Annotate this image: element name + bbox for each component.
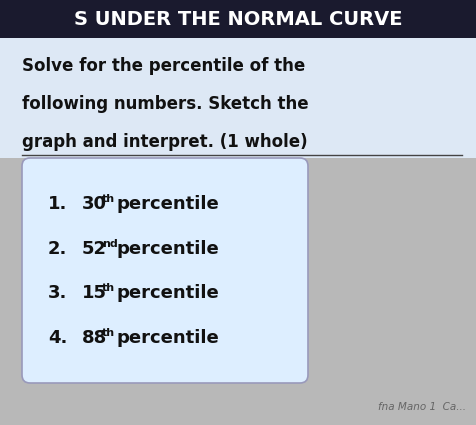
Text: nd: nd [102, 238, 118, 249]
FancyBboxPatch shape [22, 158, 308, 383]
Bar [0, 38, 476, 158]
Text: 52: 52 [82, 240, 107, 258]
Text: fna Mano 1  Ca...: fna Mano 1 Ca... [378, 402, 466, 412]
Bar [0, 0, 476, 38]
Text: percentile: percentile [116, 195, 219, 212]
Text: 4.: 4. [48, 329, 68, 347]
Text: th: th [102, 283, 115, 294]
Text: following numbers. Sketch the: following numbers. Sketch the [22, 95, 308, 113]
Text: 88: 88 [82, 329, 107, 347]
Text: percentile: percentile [116, 284, 219, 303]
Text: percentile: percentile [116, 329, 219, 347]
Text: graph and interpret. (1 whole): graph and interpret. (1 whole) [22, 133, 307, 151]
Bar [0, 158, 476, 425]
Text: 30: 30 [82, 195, 107, 212]
Text: 1.: 1. [48, 195, 68, 212]
Text: Solve for the percentile of the: Solve for the percentile of the [22, 57, 305, 75]
Text: percentile: percentile [116, 240, 219, 258]
Text: th: th [102, 194, 115, 204]
Text: 2.: 2. [48, 240, 68, 258]
Text: 15: 15 [82, 284, 107, 303]
Text: 3.: 3. [48, 284, 68, 303]
Text: S UNDER THE NORMAL CURVE: S UNDER THE NORMAL CURVE [74, 9, 402, 28]
Text: th: th [102, 329, 115, 338]
